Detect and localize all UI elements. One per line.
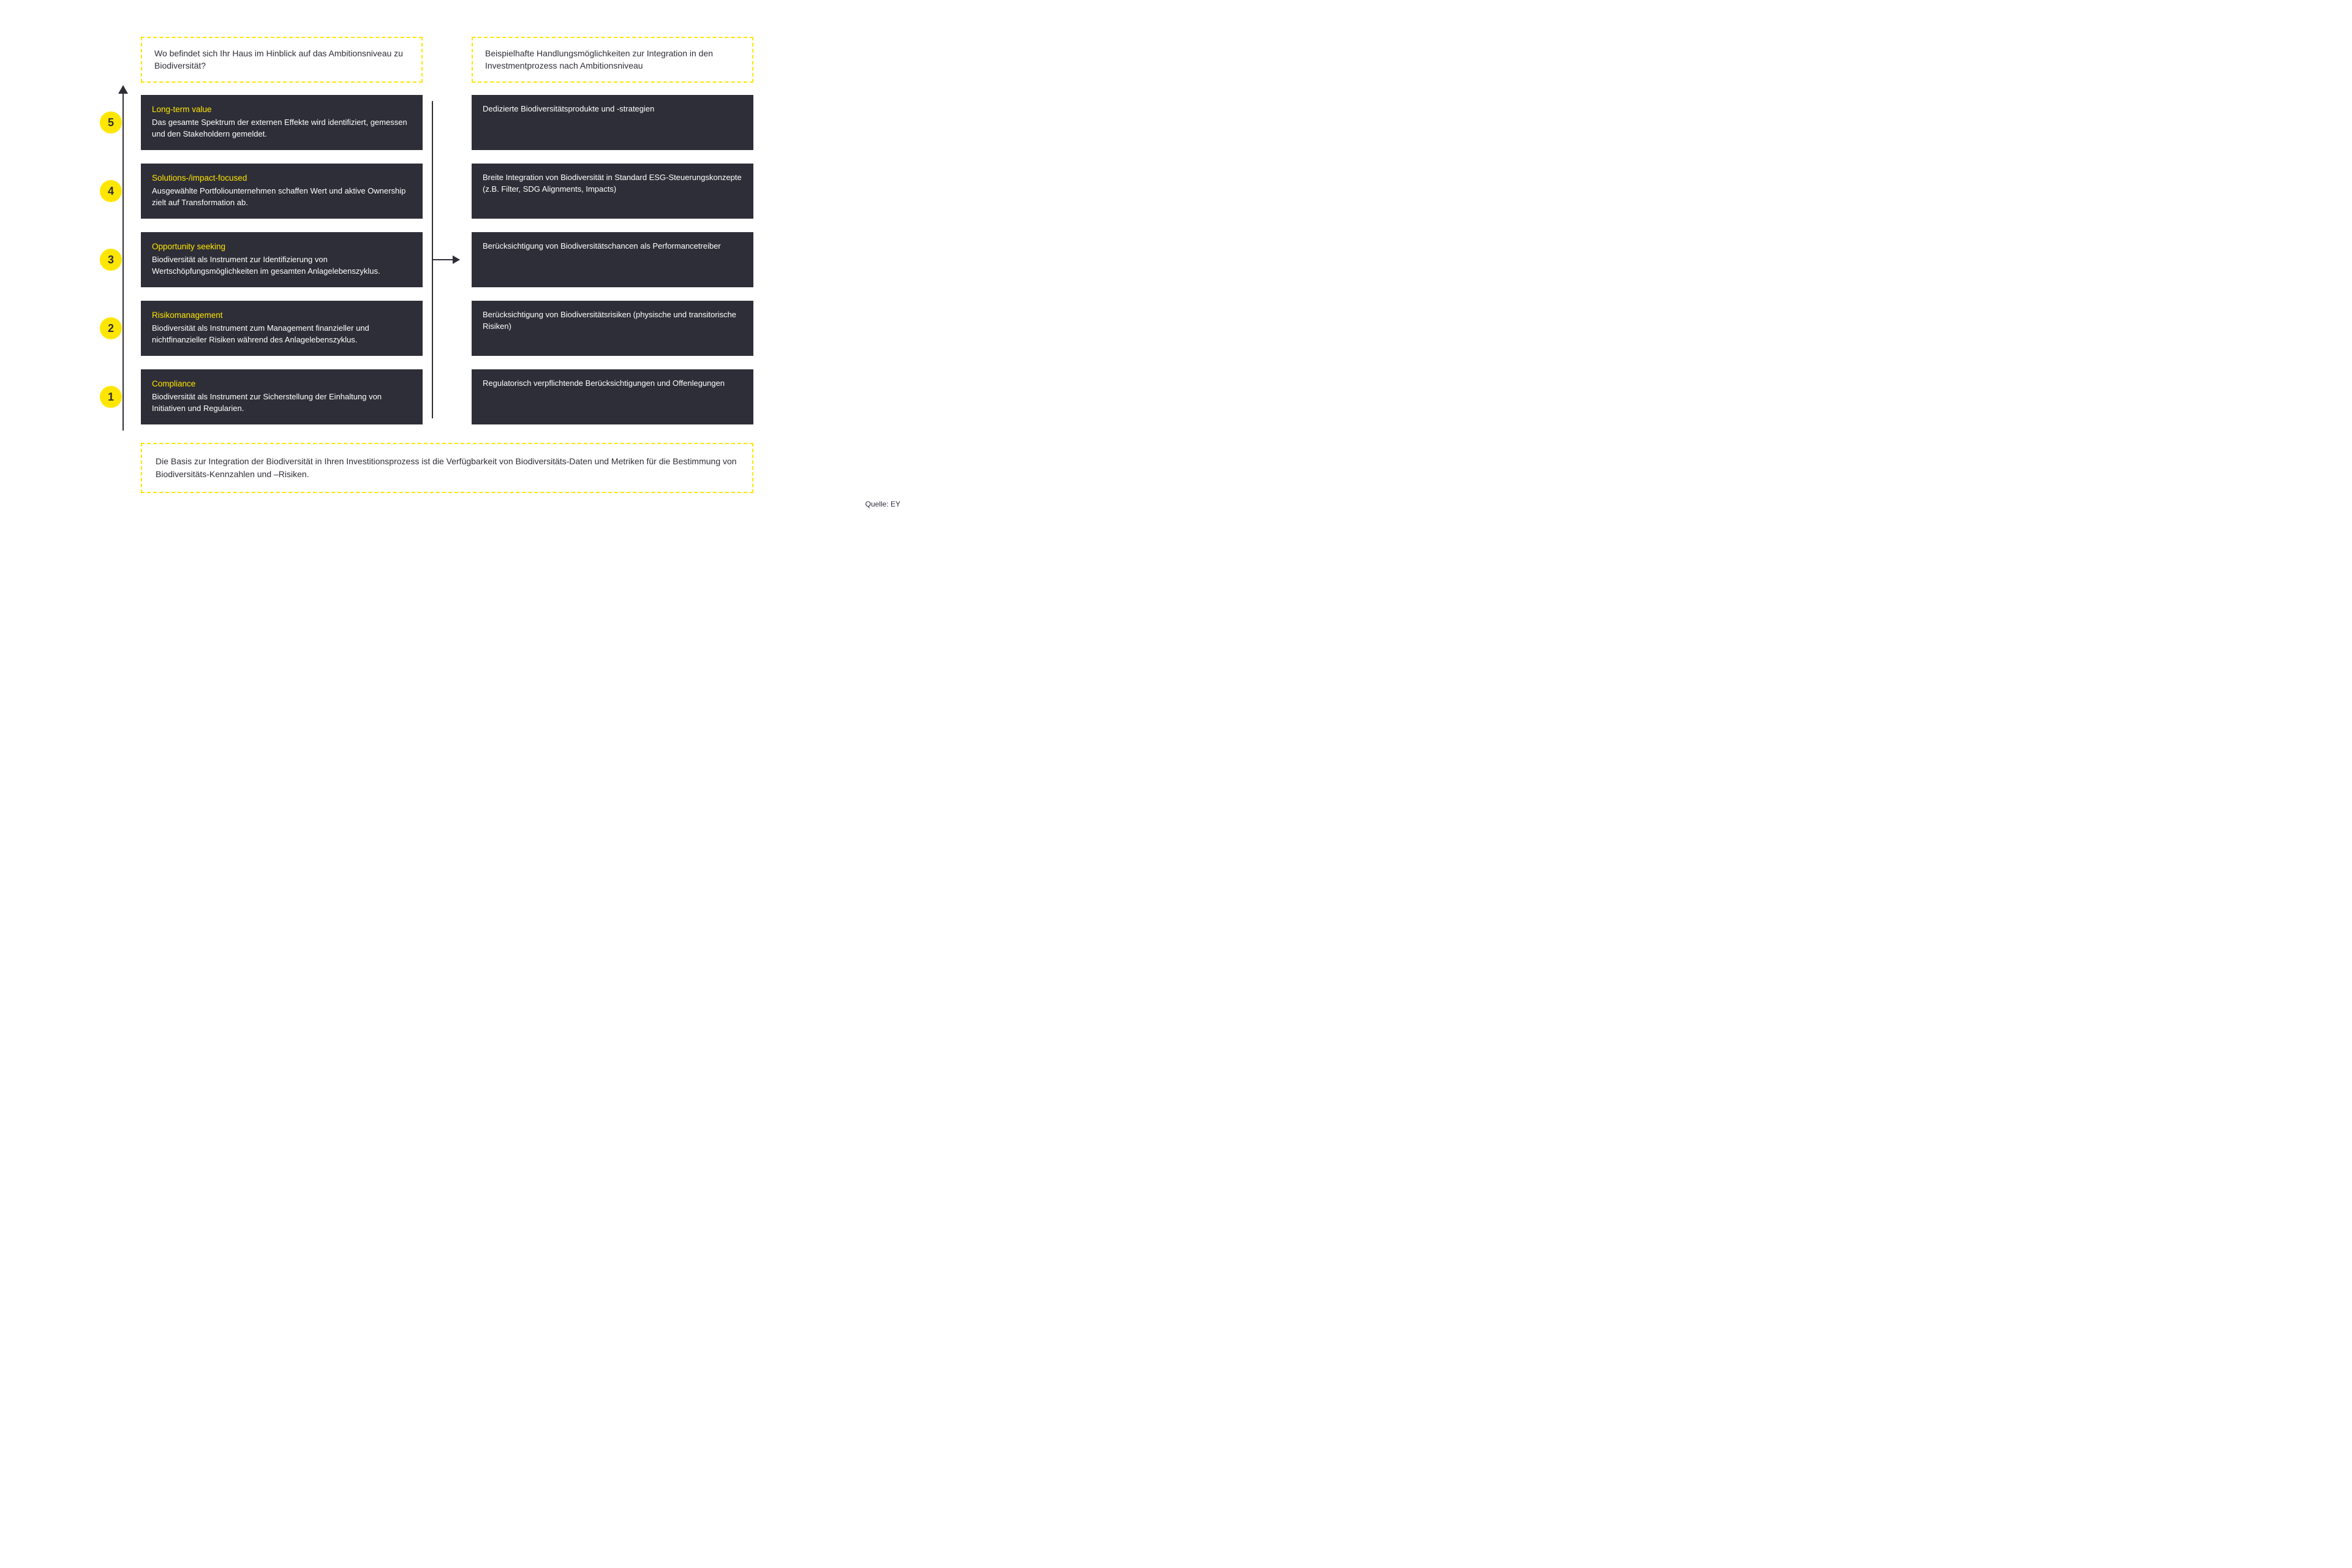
level-action: Dedizierte Biodiversitätsprodukte und -s… [483, 104, 742, 115]
level-left-box: Risikomanagement Biodiversität als Instr… [141, 301, 423, 356]
level-desc: Ausgewählte Portfoliounternehmen schaffe… [152, 186, 412, 209]
level-title: Opportunity seeking [152, 241, 412, 253]
level-action: Berücksichtigung von Biodiversitätsrisik… [483, 309, 742, 333]
header-right: Beispielhafte Handlungsmöglichkeiten zur… [472, 37, 753, 83]
level-badge: 5 [100, 111, 122, 134]
vertical-axis-arrow [123, 86, 124, 431]
level-desc: Biodiversität als Instrument zur Identif… [152, 254, 412, 277]
level-left-box: Opportunity seeking Biodiversität als In… [141, 232, 423, 287]
level-left-box: Long-term value Das gesamte Spektrum der… [141, 95, 423, 150]
level-row-1: 1 Compliance Biodiversität als Instrumen… [141, 369, 827, 424]
level-badge: 2 [100, 317, 122, 339]
level-action: Berücksichtigung von Biodiversitätschanc… [483, 241, 742, 252]
level-badge: 3 [100, 249, 122, 271]
level-row-2: 2 Risikomanagement Biodiversität als Ins… [141, 301, 827, 356]
level-left-box: Compliance Biodiversität als Instrument … [141, 369, 423, 424]
level-right-box: Regulatorisch verpflichtende Berücksicht… [472, 369, 753, 424]
source-label: Quelle: EY [865, 500, 900, 508]
header-row: Wo befindet sich Ihr Haus im Hinblick au… [141, 37, 827, 83]
level-badge: 4 [100, 180, 122, 202]
header-left: Wo befindet sich Ihr Haus im Hinblick au… [141, 37, 423, 83]
level-left-box: Solutions-/impact-focused Ausgewählte Po… [141, 164, 423, 219]
level-row-4: 4 Solutions-/impact-focused Ausgewählte … [141, 164, 827, 219]
level-title: Long-term value [152, 104, 412, 116]
level-title: Solutions-/impact-focused [152, 172, 412, 184]
levels-container: 5 Long-term value Das gesamte Spektrum d… [92, 95, 827, 424]
level-title: Compliance [152, 378, 412, 390]
level-desc: Biodiversität als Instrument zur Sichers… [152, 391, 412, 415]
level-action: Breite Integration von Biodiversität in … [483, 172, 742, 195]
level-right-box: Berücksichtigung von Biodiversitätsrisik… [472, 301, 753, 356]
level-right-box: Berücksichtigung von Biodiversitätschanc… [472, 232, 753, 287]
level-right-box: Breite Integration von Biodiversität in … [472, 164, 753, 219]
level-title: Risikomanagement [152, 309, 412, 322]
level-action: Regulatorisch verpflichtende Berücksicht… [483, 378, 742, 390]
level-row-5: 5 Long-term value Das gesamte Spektrum d… [141, 95, 827, 150]
level-desc: Das gesamte Spektrum der externen Effekt… [152, 117, 412, 140]
level-row-3: 3 Opportunity seeking Biodiversität als … [141, 232, 827, 287]
biodiversity-ambition-diagram: Wo befindet sich Ihr Haus im Hinblick au… [92, 37, 827, 493]
footer-note: Die Basis zur Integration der Biodiversi… [141, 443, 753, 493]
level-badge: 1 [100, 386, 122, 408]
level-right-box: Dedizierte Biodiversitätsprodukte und -s… [472, 95, 753, 150]
level-desc: Biodiversität als Instrument zum Managem… [152, 323, 412, 346]
